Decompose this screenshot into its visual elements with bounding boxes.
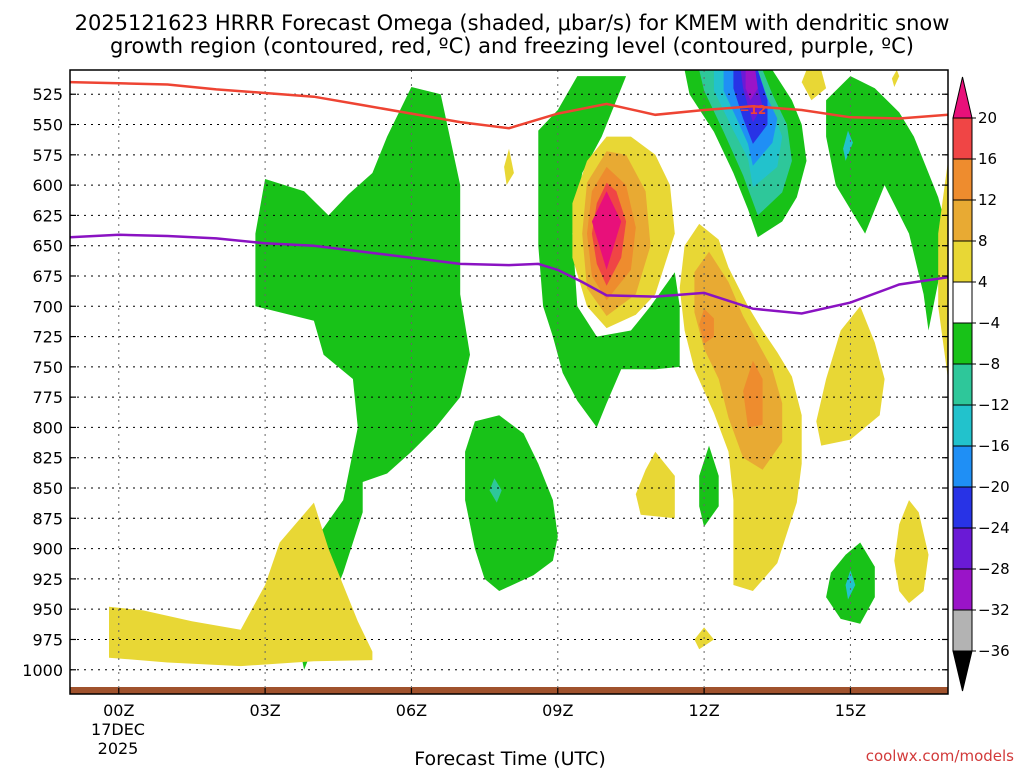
colorbar: 20 16 12 8 4 −4 −8 −12 −16 −20 −24 −28 −32 −36: [952, 76, 1010, 692]
omega-region-green-right-column: [826, 76, 948, 331]
omega-region-cyan-bottom-right-dot: [845, 570, 856, 600]
y-tick-label-850: 850: [32, 479, 63, 498]
y-tick-label-900: 900: [32, 540, 63, 559]
colorbar-segment-3: [952, 240, 973, 283]
y-tick-label-550: 550: [32, 116, 63, 135]
omega-region-yellow-small-right: [816, 306, 885, 446]
omega-region-green-mid-column: [538, 76, 680, 428]
y-tick-label-700: 700: [32, 297, 63, 316]
colorbar-label-13: −36: [978, 642, 1010, 660]
omega-region-cyan-right-dot: [843, 130, 853, 161]
colorbar-label-1: 16: [978, 150, 997, 168]
omega-region-orange-right-spot-1: [743, 360, 763, 428]
colorbar-segment-2: [952, 199, 973, 242]
colorbar-label-10: −24: [978, 519, 1010, 537]
y-tick-label-525: 525: [32, 85, 63, 104]
colorbar-label-11: −28: [978, 560, 1010, 578]
colorbar-segment-10: [952, 527, 973, 570]
colorbar-segment-9: [952, 486, 973, 529]
x-tick-label-12Z: 12Z: [688, 701, 719, 720]
y-tick-label-775: 775: [32, 388, 63, 407]
y-tick-label-975: 975: [32, 630, 63, 649]
colorbar-label-0: 20: [978, 109, 997, 127]
omega-region-teal-mid-lower-dot: [489, 478, 502, 503]
chart-title-line-2: growth region (contoured, red, ºC) and f…: [110, 34, 914, 58]
colorbar-top-triangle: [952, 76, 973, 119]
colorbar-label-12: −32: [978, 601, 1010, 619]
omega-region-green-mid-lower: [465, 415, 558, 591]
y-tick-label-650: 650: [32, 237, 63, 256]
x-tick-label-00Z: 00Z: [103, 701, 134, 720]
colorbar-label-6: −8: [978, 355, 1000, 373]
y-tick-label-925: 925: [32, 570, 63, 589]
colorbar-segment-7: [952, 404, 973, 447]
chart-title-line-1: 2025121623 HRRR Forecast Omega (shaded, …: [75, 11, 950, 35]
shaded-field: −12: [70, 70, 948, 694]
date-label-year: 2025: [98, 739, 139, 758]
colorbar-segment-11: [952, 568, 973, 611]
dgz-contour-label: −12: [740, 103, 767, 117]
axes: 525 550 575 600 625 650 675 700 725 750 775 800 825 8…: [22, 69, 949, 720]
y-tick-label-750: 750: [32, 358, 63, 377]
ground-strip: [70, 687, 948, 694]
x-tick-label-06Z: 06Z: [396, 701, 427, 720]
y-tick-label-1000: 1000: [22, 661, 63, 680]
y-tick-label-875: 875: [32, 509, 63, 528]
omega-region-yellow-top-16z: [891, 70, 900, 87]
credit-text: coolwx.com/models: [866, 747, 1014, 765]
date-label-day: 17DEC: [91, 720, 145, 739]
dgz-contour-line: [70, 80, 948, 130]
x-tick-label-03Z: 03Z: [249, 701, 280, 720]
colorbar-segment-5: [952, 322, 973, 365]
colorbar-label-2: 12: [978, 191, 997, 209]
colorbar-label-7: −12: [978, 396, 1010, 414]
colorbar-segment-0: [952, 117, 973, 160]
colorbar-segment-4: [952, 281, 973, 324]
freezing-level-line: [70, 233, 948, 315]
colorbar-segment-6: [952, 363, 973, 406]
y-tick-label-800: 800: [32, 418, 63, 437]
x-tick-label-15Z: 15Z: [835, 701, 866, 720]
omega-region-orange-right-spot-2: [699, 308, 714, 344]
colorbar-label-9: −20: [978, 478, 1010, 496]
x-axis-title: Forecast Time (UTC): [414, 748, 605, 768]
plot-area: −12: [70, 70, 948, 694]
y-tick-label-625: 625: [32, 206, 63, 225]
x-tick-label-09Z: 09Z: [542, 701, 573, 720]
omega-region-yellow-small-mid: [635, 451, 675, 519]
omega-region-green-left-mass: [255, 87, 470, 670]
y-tick-label-950: 950: [32, 600, 63, 619]
colorbar-label-5: −4: [978, 314, 1000, 332]
plot-frame: [69, 69, 949, 695]
omega-region-yellow-tiny-8z: [504, 148, 514, 186]
colorbar-label-4: 4: [978, 273, 988, 291]
y-tick-label-575: 575: [32, 146, 63, 165]
colorbar-label-8: −16: [978, 437, 1010, 455]
omega-region-yellow-bottom-right: [894, 500, 929, 604]
y-tick-label-825: 825: [32, 449, 63, 468]
y-tick-label-600: 600: [32, 176, 63, 195]
y-tick-label-675: 675: [32, 267, 63, 286]
omega-region-purple-top-right: [745, 70, 758, 101]
omega-region-yellow-low-left: [109, 502, 373, 667]
colorbar-segment-1: [952, 158, 973, 201]
y-tick-label-725: 725: [32, 328, 63, 347]
colorbar-segment-8: [952, 445, 973, 488]
omega-region-yellow-top-14z: [801, 70, 827, 101]
colorbar-bottom-triangle: [952, 650, 973, 692]
colorbar-label-3: 8: [978, 232, 988, 250]
omega-region-green-small-mid: [699, 445, 719, 527]
colorbar-segment-12: [952, 609, 973, 652]
omega-region-pink-bubble: [591, 191, 622, 270]
